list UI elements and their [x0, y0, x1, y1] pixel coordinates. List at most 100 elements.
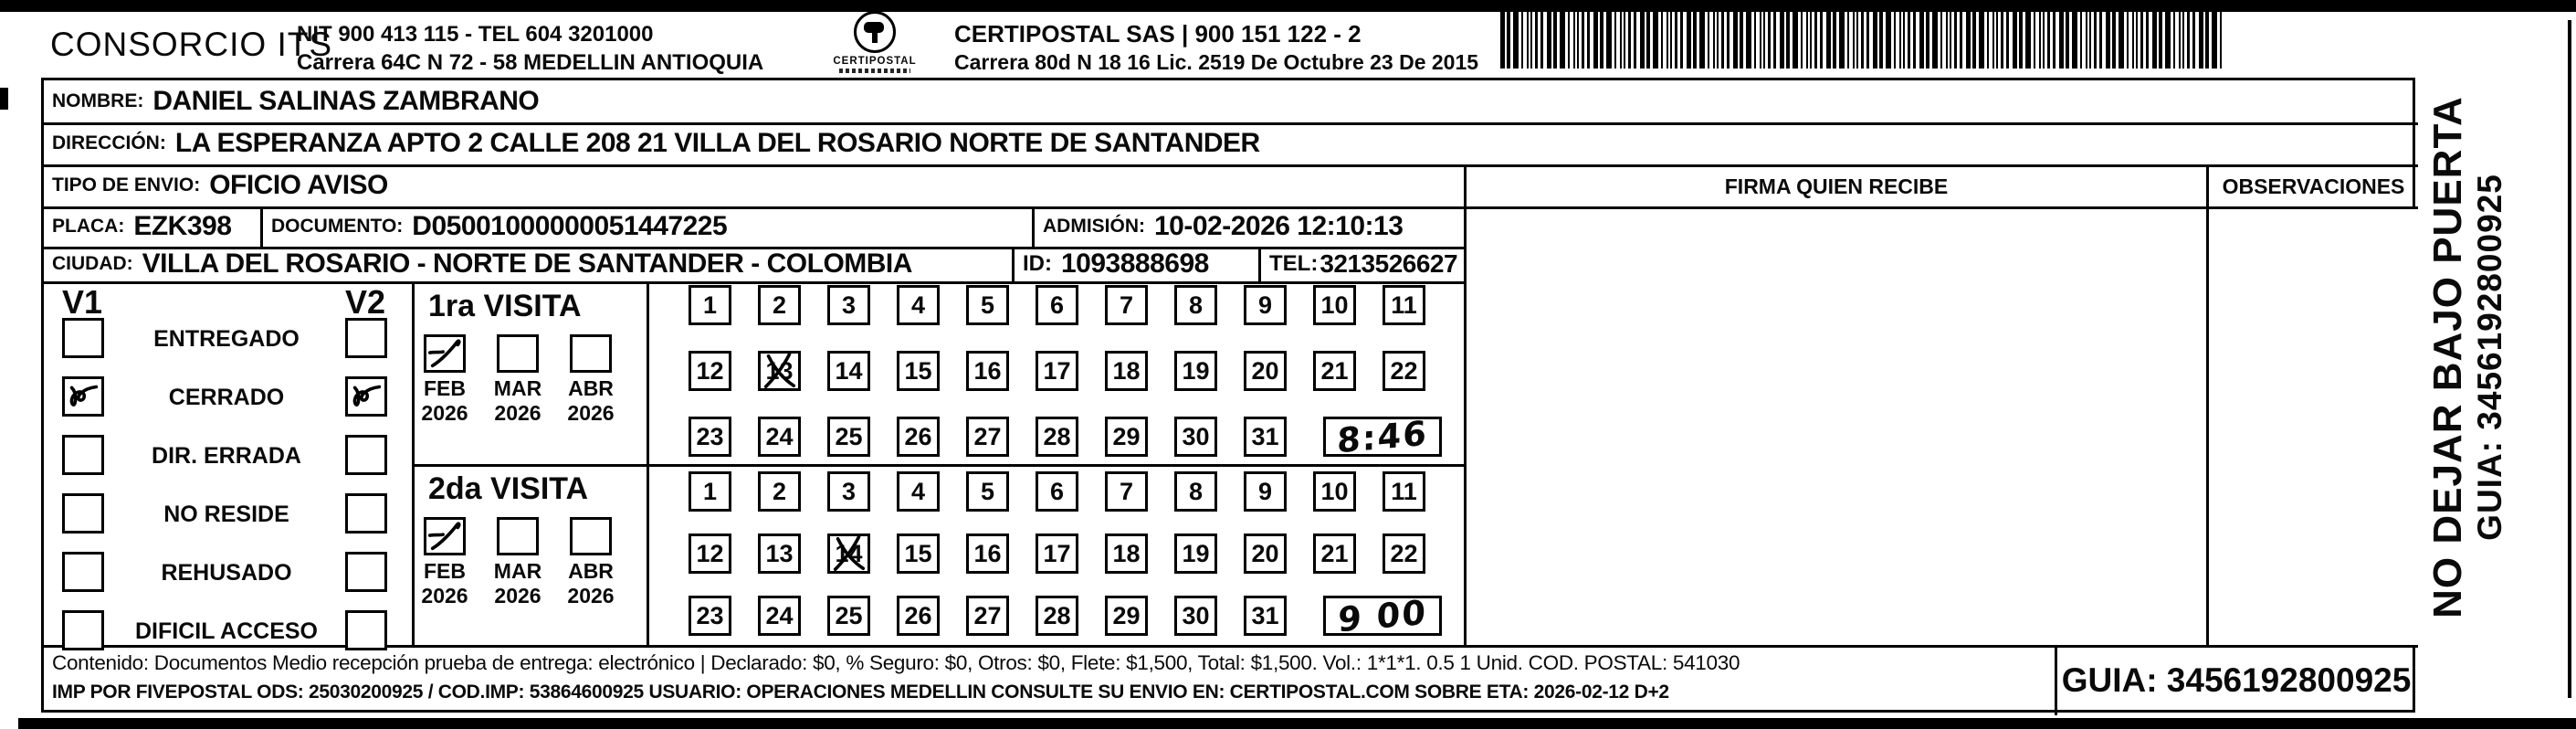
- day-cell-10[interactable]: 10: [1313, 471, 1356, 512]
- row-tipo-envio: TIPO DE ENVIO: OFICIO AVISO: [44, 164, 1464, 206]
- v2-checkbox[interactable]: [345, 610, 387, 650]
- status-area: V1 V2 ENTREGADO CERRADO DIR. ERRADA NO RESI…: [44, 281, 412, 650]
- day-cell-23[interactable]: 23: [689, 596, 731, 636]
- month-checkbox[interactable]: [570, 517, 612, 555]
- day-cell-12[interactable]: 12: [689, 534, 731, 574]
- v2-checkbox[interactable]: [345, 435, 387, 475]
- day-cell-5[interactable]: 5: [966, 285, 1009, 325]
- month-checkbox[interactable]: [497, 334, 539, 373]
- v2-checkbox[interactable]: [345, 318, 387, 358]
- status-label: ENTREGADO: [153, 326, 300, 352]
- day-cell-20[interactable]: 20: [1244, 351, 1287, 391]
- day-cell-21[interactable]: 21: [1313, 534, 1356, 574]
- day-cell-9[interactable]: 9: [1244, 285, 1287, 325]
- visit-time-box[interactable]: 8:46: [1323, 413, 1442, 460]
- month-checkbox[interactable]: [424, 334, 466, 373]
- day-cell-15[interactable]: 15: [897, 534, 940, 574]
- day-cell-7[interactable]: 7: [1105, 285, 1148, 325]
- day-cell-8[interactable]: 8: [1174, 471, 1217, 512]
- day-cell-13[interactable]: 13: [758, 351, 801, 391]
- certipostal-logo: CERTIPOSTAL: [820, 11, 930, 73]
- month-label: MAR: [493, 559, 542, 583]
- day-cell-6[interactable]: 6: [1036, 285, 1078, 325]
- v2-checkbox[interactable]: [345, 552, 387, 592]
- day-cell-2[interactable]: 2: [758, 285, 801, 325]
- day-cell-26[interactable]: 26: [897, 417, 940, 457]
- day-cell-19[interactable]: 19: [1174, 534, 1217, 574]
- day-cell-23[interactable]: 23: [689, 417, 731, 457]
- day-cell-25[interactable]: 25: [827, 417, 870, 457]
- day-cell-18[interactable]: 18: [1105, 534, 1148, 574]
- day-cell-1[interactable]: 1: [689, 471, 731, 512]
- day-cell-4[interactable]: 4: [897, 471, 940, 512]
- month-checkbox[interactable]: [497, 517, 539, 555]
- day-cell-28[interactable]: 28: [1036, 596, 1078, 636]
- month-abr: ABR 2026: [563, 334, 618, 426]
- day-cell-12[interactable]: 12: [689, 351, 731, 391]
- id-value: 1093888698: [1061, 248, 1209, 279]
- firma-header: FIRMA QUIEN RECIBE: [1724, 174, 1949, 198]
- observaciones-area[interactable]: [2209, 209, 2418, 645]
- day-cell-27[interactable]: 27: [966, 596, 1009, 636]
- day-cell-17[interactable]: 17: [1036, 534, 1078, 574]
- day-cell-4[interactable]: 4: [897, 285, 940, 325]
- day-cell-24[interactable]: 24: [758, 596, 801, 636]
- firma-area[interactable]: [1467, 209, 2206, 645]
- month-checkbox[interactable]: [570, 334, 612, 373]
- day-cell-29[interactable]: 29: [1105, 596, 1148, 636]
- day-cell-14[interactable]: 14: [827, 351, 870, 391]
- company-name: CONSORCIO ITS: [50, 26, 333, 63]
- day-cell-28[interactable]: 28: [1036, 417, 1078, 457]
- v2-checkbox[interactable]: [345, 493, 387, 534]
- day-cell-15[interactable]: 15: [897, 351, 940, 391]
- day-cell-6[interactable]: 6: [1036, 471, 1078, 512]
- day-cell-13[interactable]: 13: [758, 534, 801, 574]
- day-cell-11[interactable]: 11: [1383, 471, 1425, 512]
- v1-checkbox[interactable]: [62, 318, 104, 358]
- status-label: DIFICIL ACCESO: [134, 618, 318, 644]
- day-cell-8[interactable]: 8: [1174, 285, 1217, 325]
- day-cell-11[interactable]: 11: [1383, 285, 1425, 325]
- day-cell-18[interactable]: 18: [1105, 351, 1148, 391]
- day-cell-26[interactable]: 26: [897, 596, 940, 636]
- day-cell-9[interactable]: 9: [1244, 471, 1287, 512]
- day-cell-3[interactable]: 3: [827, 471, 870, 512]
- day-cell-31[interactable]: 31: [1244, 596, 1287, 636]
- day-cell-21[interactable]: 21: [1313, 351, 1356, 391]
- day-cell-22[interactable]: 22: [1383, 534, 1425, 574]
- day-cell-3[interactable]: 3: [827, 285, 870, 325]
- day-cell-1[interactable]: 1: [689, 285, 731, 325]
- day-cell-30[interactable]: 30: [1174, 417, 1217, 457]
- v1-checkbox[interactable]: [62, 610, 104, 650]
- month-abr: ABR 2026: [563, 517, 618, 608]
- month-checkbox[interactable]: [424, 517, 466, 555]
- day-cell-29[interactable]: 29: [1105, 417, 1148, 457]
- day-cell-17[interactable]: 17: [1036, 351, 1078, 391]
- day-cell-16[interactable]: 16: [966, 534, 1009, 574]
- status-row-rehusado: REHUSADO: [44, 552, 412, 594]
- day-cell-5[interactable]: 5: [966, 471, 1009, 512]
- day-cell-27[interactable]: 27: [966, 417, 1009, 457]
- v2-checkbox[interactable]: [345, 376, 387, 417]
- day-cell-7[interactable]: 7: [1105, 471, 1148, 512]
- day-cell-19[interactable]: 19: [1174, 351, 1217, 391]
- day-cell-30[interactable]: 30: [1174, 596, 1217, 636]
- v1-checkbox[interactable]: [62, 376, 104, 417]
- day-cell-31[interactable]: 31: [1244, 417, 1287, 457]
- day-cell-24[interactable]: 24: [758, 417, 801, 457]
- month-mar: MAR 2026: [490, 517, 545, 608]
- day-cell-20[interactable]: 20: [1244, 534, 1287, 574]
- v1-checkbox[interactable]: [62, 552, 104, 592]
- visit-time-box[interactable]: 9 00: [1323, 592, 1442, 639]
- tipo-envio-value: OFICIO AVISO: [209, 170, 388, 200]
- day-cell-14[interactable]: 14: [827, 534, 870, 574]
- v1-checkbox[interactable]: [62, 435, 104, 475]
- day-cell-16[interactable]: 16: [966, 351, 1009, 391]
- day-cell-10[interactable]: 10: [1313, 285, 1356, 325]
- day-cell-22[interactable]: 22: [1383, 351, 1425, 391]
- day-cell-2[interactable]: 2: [758, 471, 801, 512]
- v1-checkbox[interactable]: [62, 493, 104, 534]
- day-cell-25[interactable]: 25: [827, 596, 870, 636]
- company-nit: NIT 900 413 115 - TEL 604 3201000: [297, 22, 654, 47]
- cell-tel: TEL: 3213526627: [1261, 247, 1464, 281]
